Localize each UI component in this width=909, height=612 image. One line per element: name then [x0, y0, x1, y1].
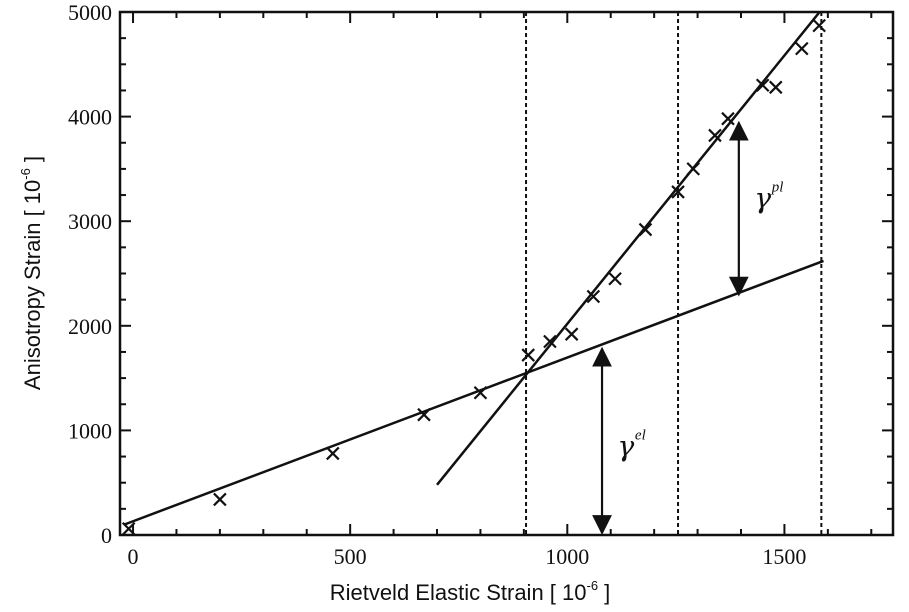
x-tick-label: 1000: [545, 544, 589, 569]
data-point-marker: [121, 521, 136, 536]
y-tick-label: 4000: [68, 105, 112, 130]
plot-frame: [118, 10, 895, 537]
y-tick-label: 1000: [68, 418, 112, 443]
data-point-marker: [586, 289, 601, 304]
y-axis-title-end: ]: [20, 156, 45, 168]
data-point-marker: [755, 78, 770, 92]
y-tick-label: 2000: [68, 314, 112, 339]
yield-reference-lines: [525, 12, 823, 535]
y-axis-title: Anisotropy Strain [ 10-6 ]: [18, 156, 45, 390]
x-tick-label: 500: [334, 544, 367, 569]
data-point-marker: [417, 407, 431, 422]
gamma-label: γ: [618, 430, 635, 463]
data-point-marker: [543, 334, 557, 349]
y-axis-title-exponent: -6: [18, 168, 33, 180]
tick-labels: 0 500 1000 1500 0 1000 2000 3000 4000 5000: [68, 0, 806, 569]
data-point-marker: [686, 162, 701, 176]
x-tick-label: 0: [128, 544, 139, 569]
plastic-fit-line: [436, 12, 822, 486]
data-point-marker: [768, 80, 783, 95]
x-axis-title-end: ]: [598, 580, 610, 605]
elastic-fit-line: [123, 259, 824, 526]
gamma-superscript: el: [635, 428, 646, 444]
gamma-superscript: pl: [771, 180, 784, 196]
y-tick-label: 3000: [68, 209, 112, 234]
data-point-marker: [564, 327, 579, 341]
y-axis-title-text: Anisotropy Strain [ 10: [20, 180, 45, 390]
data-point-marker: [638, 222, 653, 237]
strain-annotations: γ elγ pl: [592, 120, 784, 535]
data-point-marker: [326, 446, 340, 461]
data-points: [121, 18, 826, 536]
data-point-marker: [473, 385, 488, 400]
gamma-label: γ: [754, 182, 771, 215]
data-point-marker: [521, 348, 535, 362]
data-point-marker: [608, 271, 622, 286]
fit-lines: [123, 12, 824, 526]
y-tick-label: 5000: [68, 0, 112, 25]
data-point-marker: [671, 185, 685, 199]
axis-ticks: [120, 11, 893, 536]
x-axis-title-text: Rietveld Elastic Strain [ 10: [330, 580, 587, 605]
y-tick-label: 0: [101, 523, 112, 548]
data-point-marker: [708, 128, 722, 143]
data-point-marker: [812, 18, 826, 33]
x-axis-title: Rietveld Elastic Strain [ 10-6 ]: [330, 578, 611, 605]
data-point-marker: [795, 41, 809, 56]
x-axis-title-exponent: -6: [586, 578, 598, 593]
x-tick-label: 1500: [762, 544, 806, 569]
data-point-marker: [213, 492, 227, 507]
